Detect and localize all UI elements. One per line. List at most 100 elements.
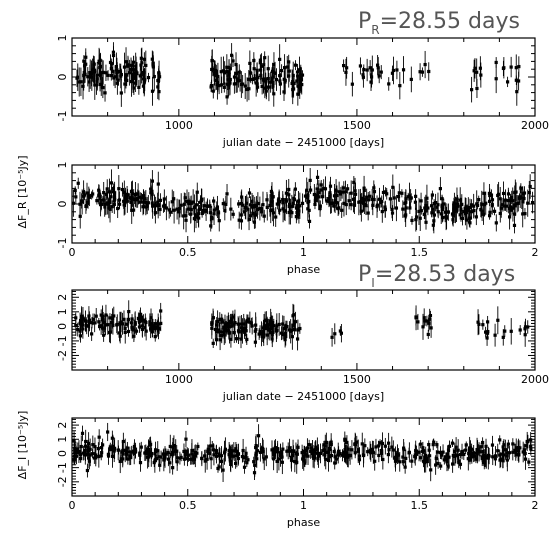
data-point — [208, 444, 212, 448]
data-point — [79, 80, 83, 84]
data-point — [338, 451, 342, 456]
data-point — [84, 204, 88, 208]
data-point — [291, 201, 295, 205]
data-point — [119, 91, 123, 95]
data-point — [216, 319, 220, 324]
data-point — [175, 207, 179, 211]
data-point — [510, 195, 514, 200]
data-point — [395, 68, 399, 72]
x-tick-label: 0.5 — [179, 499, 197, 512]
data-point — [209, 224, 213, 228]
data-point — [294, 206, 299, 210]
data-point — [410, 459, 414, 463]
data-point — [194, 214, 198, 218]
data-point — [393, 456, 397, 460]
data-point — [129, 321, 133, 325]
data-point — [498, 458, 502, 462]
data-point — [431, 207, 435, 211]
data-point — [139, 63, 143, 67]
data-point — [324, 440, 328, 445]
data-point — [229, 451, 233, 455]
data-point — [232, 82, 236, 86]
data-point — [409, 196, 413, 200]
data-point — [85, 191, 89, 195]
data-point — [123, 82, 127, 86]
data-point — [123, 201, 127, 205]
data-points — [72, 422, 533, 483]
data-point — [116, 78, 120, 82]
data-point — [478, 450, 482, 454]
data-point — [269, 189, 274, 194]
x-tick-label: 1500 — [343, 119, 371, 132]
data-point — [212, 208, 216, 212]
x-tick-label: 1.5 — [411, 246, 429, 259]
data-point — [248, 203, 253, 207]
data-point — [161, 452, 165, 456]
data-point — [112, 194, 117, 198]
data-point — [381, 457, 385, 462]
data-point — [97, 59, 101, 63]
data-point — [459, 452, 463, 457]
data-point — [245, 201, 249, 205]
data-point — [422, 212, 426, 216]
data-point — [74, 323, 78, 328]
data-point — [421, 446, 425, 450]
data-point — [126, 457, 130, 461]
data-point — [494, 60, 498, 65]
data-point — [232, 454, 236, 458]
data-point — [123, 197, 128, 202]
data-point — [300, 73, 305, 77]
x-tick-label: 1 — [300, 499, 307, 512]
data-point — [458, 462, 463, 466]
data-point — [242, 465, 247, 469]
data-point — [210, 67, 214, 72]
data-point — [280, 69, 284, 73]
data-point — [281, 447, 285, 451]
data-point — [391, 185, 395, 189]
data-point — [168, 444, 172, 449]
data-point — [242, 322, 246, 326]
data-point — [144, 451, 148, 455]
data-point — [474, 457, 478, 461]
data-point — [427, 69, 431, 74]
x-tick-label: 0 — [69, 499, 76, 512]
data-point — [121, 439, 125, 444]
data-point — [79, 444, 83, 449]
data-point — [97, 435, 101, 439]
data-point — [522, 448, 526, 452]
data-point — [455, 453, 459, 458]
data-point — [139, 200, 143, 204]
data-point — [148, 320, 152, 324]
data-point — [246, 317, 250, 321]
data-point — [271, 211, 276, 215]
data-point — [211, 89, 215, 93]
data-point — [78, 202, 82, 206]
data-point — [189, 457, 193, 461]
data-point — [293, 459, 297, 464]
data-point — [321, 195, 325, 199]
data-point — [252, 471, 257, 475]
data-point — [521, 192, 525, 196]
data-point — [197, 207, 202, 211]
data-point — [514, 78, 518, 82]
data-point — [206, 449, 210, 453]
data-point — [436, 461, 440, 466]
data-point — [76, 447, 80, 451]
data-point — [132, 328, 136, 332]
data-point — [242, 210, 246, 214]
data-point — [435, 443, 439, 447]
data-point — [287, 74, 291, 78]
data-points — [72, 167, 535, 234]
data-point — [280, 460, 284, 464]
data-point — [138, 74, 142, 78]
data-point — [140, 315, 144, 320]
data-point — [451, 213, 455, 217]
data-point — [418, 70, 422, 74]
data-point — [429, 468, 433, 472]
data-point — [512, 223, 517, 228]
data-point — [168, 461, 172, 465]
data-point — [486, 456, 490, 460]
data-point — [216, 74, 220, 79]
data-point — [106, 454, 111, 458]
data-point — [388, 197, 392, 201]
